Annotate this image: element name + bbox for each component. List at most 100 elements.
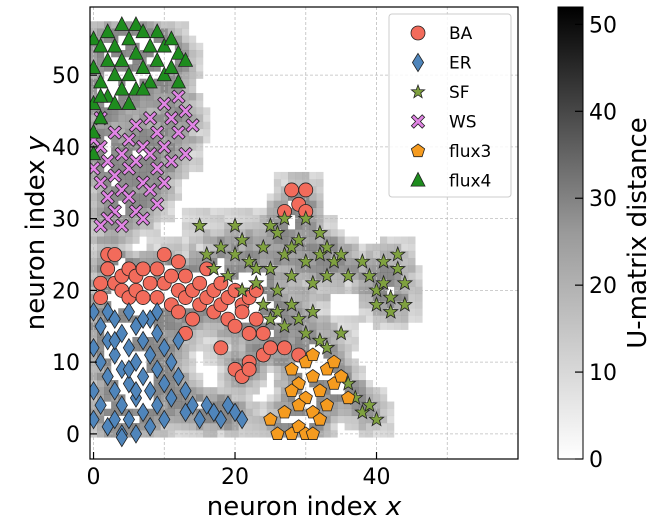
point-er bbox=[101, 366, 114, 387]
umatrix-cell bbox=[358, 387, 366, 395]
umatrix-cell bbox=[217, 250, 225, 259]
umatrix-cell bbox=[252, 423, 260, 431]
umatrix-cell bbox=[196, 107, 204, 115]
umatrix-cell bbox=[358, 315, 366, 323]
umatrix-cell bbox=[330, 222, 338, 230]
umatrix-cell bbox=[125, 236, 133, 244]
umatrix-cell bbox=[174, 136, 183, 144]
umatrix-cell bbox=[146, 408, 154, 417]
umatrix-cell bbox=[104, 200, 112, 208]
point-ba bbox=[107, 247, 123, 262]
umatrix-cell bbox=[344, 315, 352, 323]
umatrix-cell bbox=[316, 200, 324, 208]
umatrix-cell bbox=[90, 107, 98, 115]
umatrix-cell bbox=[280, 171, 289, 180]
legend-marker-flux4 bbox=[410, 171, 426, 187]
umatrix-cell bbox=[174, 35, 183, 43]
umatrix-cell bbox=[132, 408, 140, 417]
umatrix-cell bbox=[97, 200, 105, 208]
umatrix-cell bbox=[97, 236, 105, 244]
umatrix-cell bbox=[125, 157, 133, 165]
umatrix-cell bbox=[344, 243, 352, 252]
umatrix-cell bbox=[280, 365, 289, 373]
legend-label-ws: WS bbox=[449, 113, 477, 133]
umatrix-cell bbox=[280, 265, 289, 273]
umatrix-cell bbox=[188, 42, 197, 51]
umatrix-cell bbox=[401, 243, 409, 252]
umatrix-cell bbox=[280, 286, 289, 295]
umatrix-cell bbox=[415, 293, 423, 302]
point-er bbox=[193, 409, 206, 430]
point-flux4 bbox=[149, 23, 165, 39]
point-flux3 bbox=[270, 426, 285, 440]
umatrix-cell bbox=[118, 64, 126, 72]
umatrix-cell bbox=[401, 250, 409, 259]
umatrix-cell bbox=[188, 365, 197, 373]
point-ws bbox=[171, 125, 186, 140]
umatrix-cell bbox=[118, 28, 126, 36]
point-ws bbox=[171, 89, 186, 104]
umatrix-cell bbox=[167, 372, 175, 381]
umatrix-cell bbox=[118, 308, 126, 316]
umatrix-cell bbox=[365, 415, 374, 424]
umatrix-cell bbox=[266, 243, 275, 252]
umatrix-cell bbox=[259, 222, 267, 230]
umatrix-cell bbox=[259, 401, 267, 409]
umatrix-cell bbox=[252, 207, 260, 216]
umatrix-cell bbox=[224, 387, 232, 395]
umatrix-cell bbox=[280, 272, 289, 280]
umatrix-cell bbox=[351, 329, 359, 338]
umatrix-cell bbox=[139, 121, 147, 130]
umatrix-cell bbox=[146, 236, 154, 244]
umatrix-cell bbox=[146, 258, 154, 266]
umatrix-cell bbox=[309, 336, 317, 345]
umatrix-cell bbox=[330, 408, 338, 417]
umatrix-cell bbox=[104, 236, 112, 244]
umatrix-cell bbox=[387, 408, 395, 417]
umatrix-cell bbox=[188, 136, 197, 144]
umatrix-cell bbox=[132, 200, 140, 208]
umatrix-cell bbox=[167, 121, 175, 130]
umatrix-cell bbox=[309, 322, 317, 330]
point-ws bbox=[185, 118, 200, 133]
point-flux4 bbox=[107, 94, 123, 110]
point-er bbox=[108, 345, 121, 365]
point-er bbox=[151, 323, 164, 344]
umatrix-cell bbox=[401, 258, 409, 266]
point-er bbox=[136, 366, 150, 387]
umatrix-cell bbox=[217, 365, 225, 373]
umatrix-cell bbox=[146, 49, 154, 58]
point-ba bbox=[100, 261, 116, 277]
umatrix-cell bbox=[153, 344, 161, 352]
umatrix-cell bbox=[125, 207, 133, 216]
umatrix-cell bbox=[97, 136, 105, 144]
umatrix-cell bbox=[174, 351, 183, 359]
umatrix-cell bbox=[295, 329, 303, 338]
umatrix-cell bbox=[104, 179, 112, 187]
umatrix-cell bbox=[188, 164, 197, 173]
colorbar-tick-label: 30 bbox=[589, 187, 617, 212]
umatrix-cell bbox=[224, 243, 232, 252]
umatrix-cell bbox=[118, 128, 126, 137]
umatrix-cell bbox=[231, 207, 239, 216]
umatrix-cell bbox=[188, 207, 197, 216]
point-sf bbox=[304, 303, 322, 319]
umatrix-cell bbox=[97, 128, 105, 137]
umatrix-cell bbox=[97, 258, 105, 266]
umatrix-cell bbox=[97, 49, 105, 58]
point-sf bbox=[318, 238, 336, 255]
point-sf bbox=[198, 245, 215, 262]
umatrix-cell bbox=[196, 64, 204, 72]
point-er bbox=[207, 402, 220, 423]
umatrix-cell bbox=[238, 207, 246, 216]
umatrix-cell bbox=[330, 286, 338, 295]
umatrix-cell bbox=[408, 315, 416, 323]
point-er bbox=[90, 337, 100, 358]
umatrix-cell bbox=[323, 222, 331, 230]
point-sf bbox=[311, 331, 329, 348]
umatrix-cell bbox=[337, 415, 345, 424]
umatrix-cell bbox=[401, 308, 409, 316]
umatrix-cell bbox=[408, 265, 416, 273]
umatrix-cell bbox=[351, 415, 359, 424]
point-ws bbox=[149, 125, 165, 140]
